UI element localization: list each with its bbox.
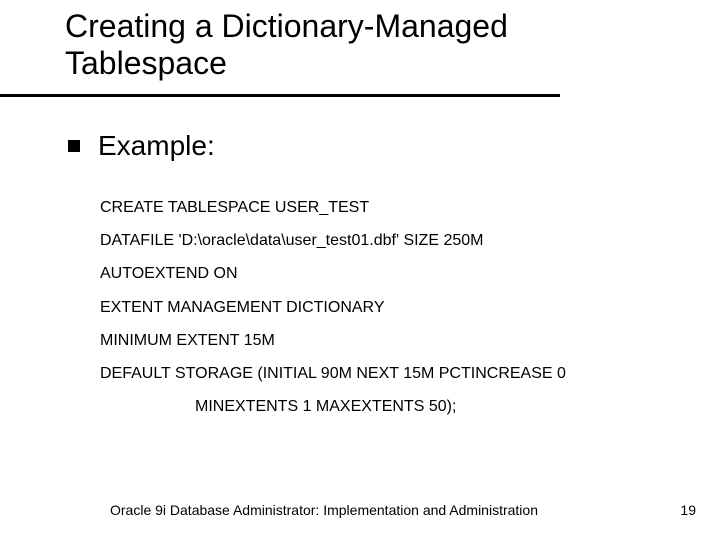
square-bullet-icon	[68, 140, 80, 152]
bullet-label: Example:	[98, 130, 215, 162]
code-block: CREATE TABLESPACE USER_TEST DATAFILE 'D:…	[100, 198, 660, 430]
page-number: 19	[680, 502, 696, 518]
footer-text: Oracle 9i Database Administrator: Implem…	[110, 502, 538, 518]
code-line: EXTENT MANAGEMENT DICTIONARY	[100, 298, 660, 317]
bullet-row: Example:	[68, 130, 215, 162]
code-line: DATAFILE 'D:\oracle\data\user_test01.dbf…	[100, 231, 660, 250]
code-line: MINIMUM EXTENT 15M	[100, 331, 660, 350]
code-line: MINEXTENTS 1 MAXEXTENTS 50);	[100, 397, 660, 416]
slide: Creating a Dictionary-Managed Tablespace…	[0, 0, 720, 540]
code-line: AUTOEXTEND ON	[100, 264, 660, 283]
code-line: DEFAULT STORAGE (INITIAL 90M NEXT 15M PC…	[100, 364, 660, 383]
horizontal-rule	[0, 94, 560, 97]
code-line: CREATE TABLESPACE USER_TEST	[100, 198, 660, 217]
title-block: Creating a Dictionary-Managed Tablespace	[65, 8, 665, 82]
slide-title: Creating a Dictionary-Managed Tablespace	[65, 8, 665, 82]
